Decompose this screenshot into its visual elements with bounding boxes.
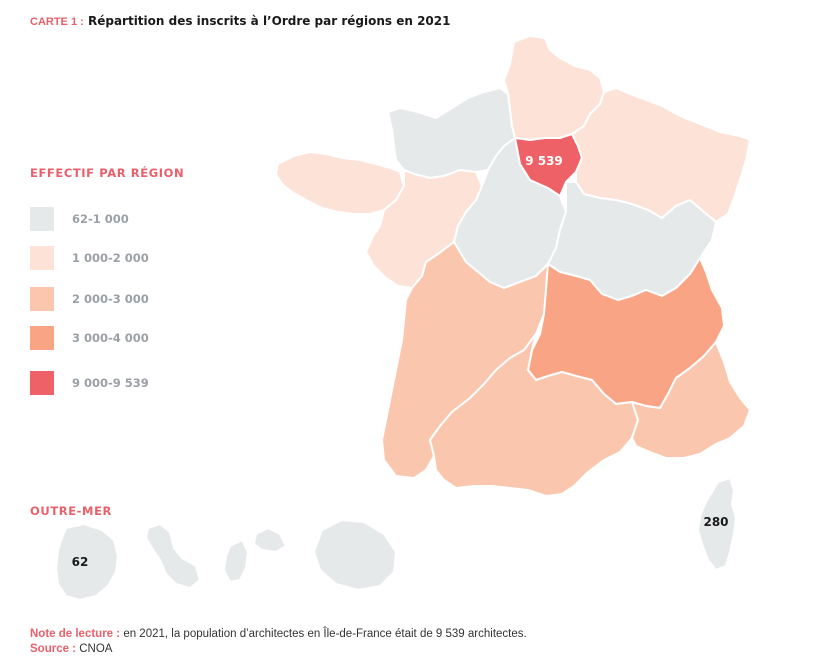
note-lecture: Note de lecture : en 2021, la population… <box>30 627 527 642</box>
outremer-title: OUTRE-MER <box>30 504 112 518</box>
map-title: CARTE 1 : Répartition des inscrits à l’O… <box>30 14 450 28</box>
legend-swatch <box>30 246 54 270</box>
region-guyane <box>55 523 119 601</box>
map-label-outremer: 62 <box>72 555 89 569</box>
legend-label: 62-1 000 <box>72 212 129 226</box>
legend-item: 62-1 000 <box>30 207 129 231</box>
region-occitanie <box>429 333 639 497</box>
legend-item: 1 000-2 000 <box>30 246 149 270</box>
region-reunion <box>313 519 397 591</box>
legend-label: 2 000-3 000 <box>72 292 149 306</box>
legend-title: EFFECTIF PAR RÉGION <box>30 166 185 180</box>
note-lecture-key: Note de lecture : <box>30 628 121 640</box>
legend-swatch <box>30 287 54 311</box>
note-source-text: CNOA <box>79 643 113 655</box>
legend-label: 9 000-9 539 <box>72 376 149 390</box>
region-paca <box>631 341 751 459</box>
note-source-key: Source : <box>30 643 77 655</box>
map-label-ile-de-france: 9 539 <box>525 154 563 168</box>
legend-swatch <box>30 326 54 350</box>
region-bretagne <box>275 151 405 215</box>
legend-item: 9 000-9 539 <box>30 371 149 395</box>
region-martinique <box>145 523 201 589</box>
legend-label: 1 000-2 000 <box>72 251 149 265</box>
legend-swatch <box>30 371 54 395</box>
map-label-corse: 280 <box>703 515 728 529</box>
note-source: Source : CNOA <box>30 642 527 657</box>
note-lecture-text: en 2021, la population d’architectes en … <box>123 628 527 640</box>
legend-label: 3 000-4 000 <box>72 331 149 345</box>
legend-item: 3 000-4 000 <box>30 326 149 350</box>
footnote: Note de lecture : en 2021, la population… <box>30 627 527 657</box>
map-title-text: Répartition des inscrits à l’Ordre par r… <box>87 14 451 28</box>
region-corse <box>697 477 737 571</box>
legend-item: 2 000-3 000 <box>30 287 149 311</box>
region-guadeloupe <box>223 527 287 583</box>
legend-swatch <box>30 207 54 231</box>
map-title-tag: CARTE 1 : <box>30 16 84 28</box>
